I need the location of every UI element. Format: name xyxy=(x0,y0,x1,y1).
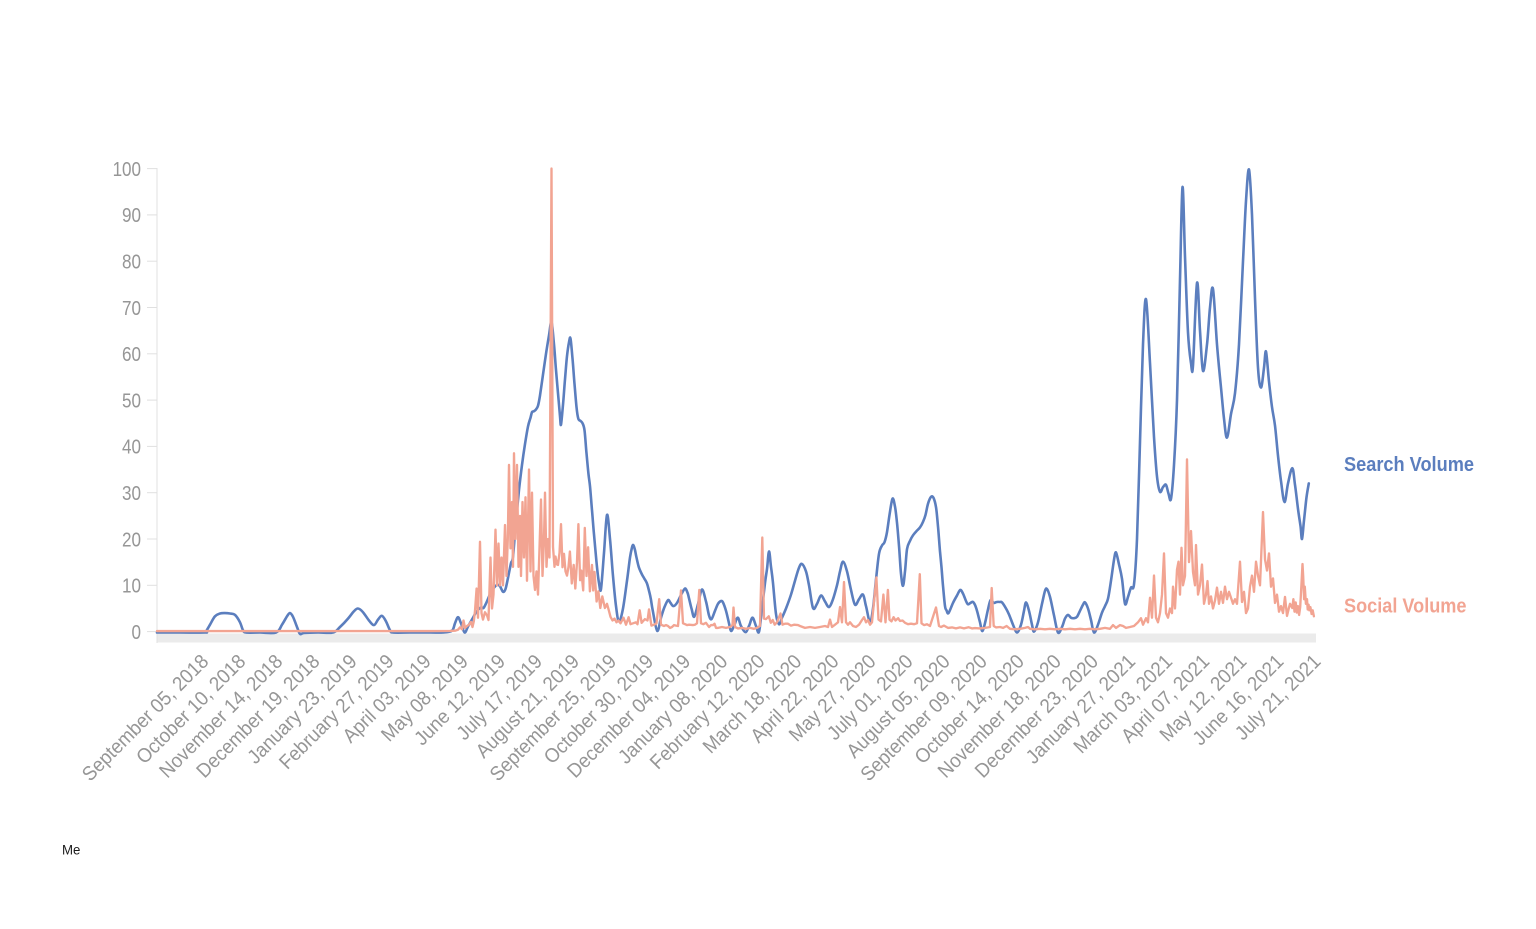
svg-text:60: 60 xyxy=(122,344,141,366)
svg-text:30: 30 xyxy=(122,483,141,505)
svg-text:Social Volume: Social Volume xyxy=(1344,596,1467,618)
svg-text:90: 90 xyxy=(122,205,141,227)
svg-text:Search Volume: Search Volume xyxy=(1344,454,1474,476)
svg-text:20: 20 xyxy=(122,529,141,551)
svg-text:Me: Me xyxy=(62,842,81,858)
svg-text:80: 80 xyxy=(122,252,141,274)
svg-text:10: 10 xyxy=(122,576,141,598)
svg-text:0: 0 xyxy=(132,622,142,644)
svg-text:70: 70 xyxy=(122,298,141,320)
svg-text:40: 40 xyxy=(122,437,141,459)
svg-text:100: 100 xyxy=(113,159,141,181)
svg-text:50: 50 xyxy=(122,390,141,412)
